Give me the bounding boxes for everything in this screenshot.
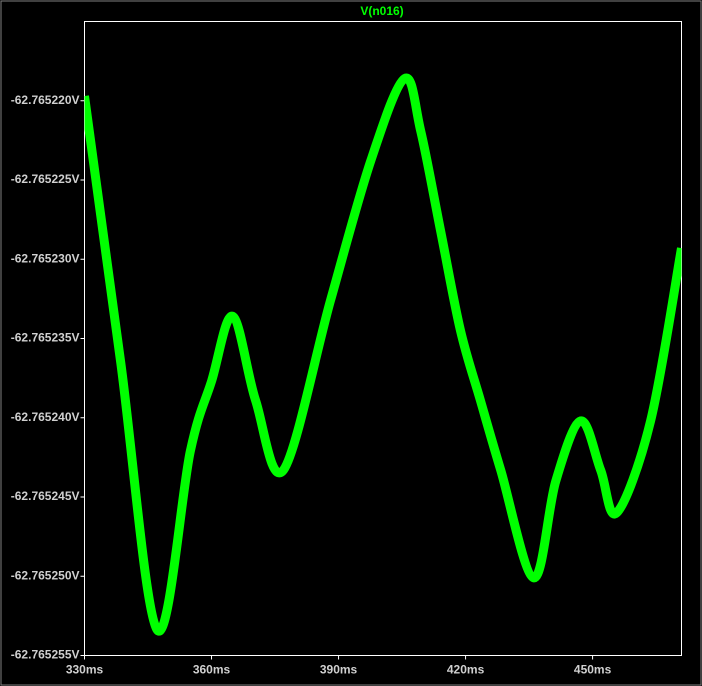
series-line xyxy=(84,73,682,636)
y-tick-label: -62.765225V xyxy=(11,172,80,186)
y-tick-label: -62.765250V xyxy=(11,568,80,582)
y-tick-label: -62.765255V xyxy=(11,648,80,662)
x-tick-label: 330ms xyxy=(66,663,104,677)
x-tick-label: 450ms xyxy=(574,663,612,677)
y-tick-label: -62.765245V xyxy=(11,489,80,503)
y-tick-label: -62.765235V xyxy=(11,331,80,345)
y-tick-label: -62.765240V xyxy=(11,410,80,424)
y-tick-label: -62.765220V xyxy=(11,93,80,107)
x-tick-label: 420ms xyxy=(447,663,485,677)
y-tick-label: -62.765230V xyxy=(11,251,80,265)
chart-title: V(n016) xyxy=(360,4,403,18)
x-tick-label: 390ms xyxy=(320,663,358,677)
x-tick-label: 360ms xyxy=(193,663,231,677)
